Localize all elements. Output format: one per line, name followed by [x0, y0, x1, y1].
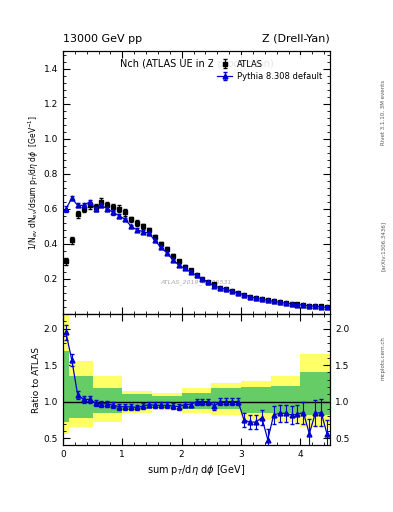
Text: [arXiv:1306.3436]: [arXiv:1306.3436] — [381, 221, 386, 271]
Y-axis label: Ratio to ATLAS: Ratio to ATLAS — [32, 347, 41, 413]
Text: Nch (ATLAS UE in Z production): Nch (ATLAS UE in Z production) — [119, 59, 274, 69]
Text: 13000 GeV pp: 13000 GeV pp — [63, 33, 142, 44]
Text: ATLAS_2019_I1705531: ATLAS_2019_I1705531 — [161, 280, 232, 285]
X-axis label: sum p$_{T}$/d$\eta$ d$\phi$ [GeV]: sum p$_{T}$/d$\eta$ d$\phi$ [GeV] — [147, 463, 246, 478]
Legend: ATLAS, Pythia 8.308 default: ATLAS, Pythia 8.308 default — [213, 55, 326, 85]
Text: mcplots.cern.ch: mcplots.cern.ch — [381, 336, 386, 380]
Text: Z (Drell-Yan): Z (Drell-Yan) — [263, 33, 330, 44]
Y-axis label: 1/N$_{ev}$ dN$_{ev}$/dsum p$_T$/d$\eta$ d$\phi$  [GeV$^{-1}$]: 1/N$_{ev}$ dN$_{ev}$/dsum p$_T$/d$\eta$ … — [26, 115, 41, 250]
Text: Rivet 3.1.10, 3M events: Rivet 3.1.10, 3M events — [381, 80, 386, 145]
